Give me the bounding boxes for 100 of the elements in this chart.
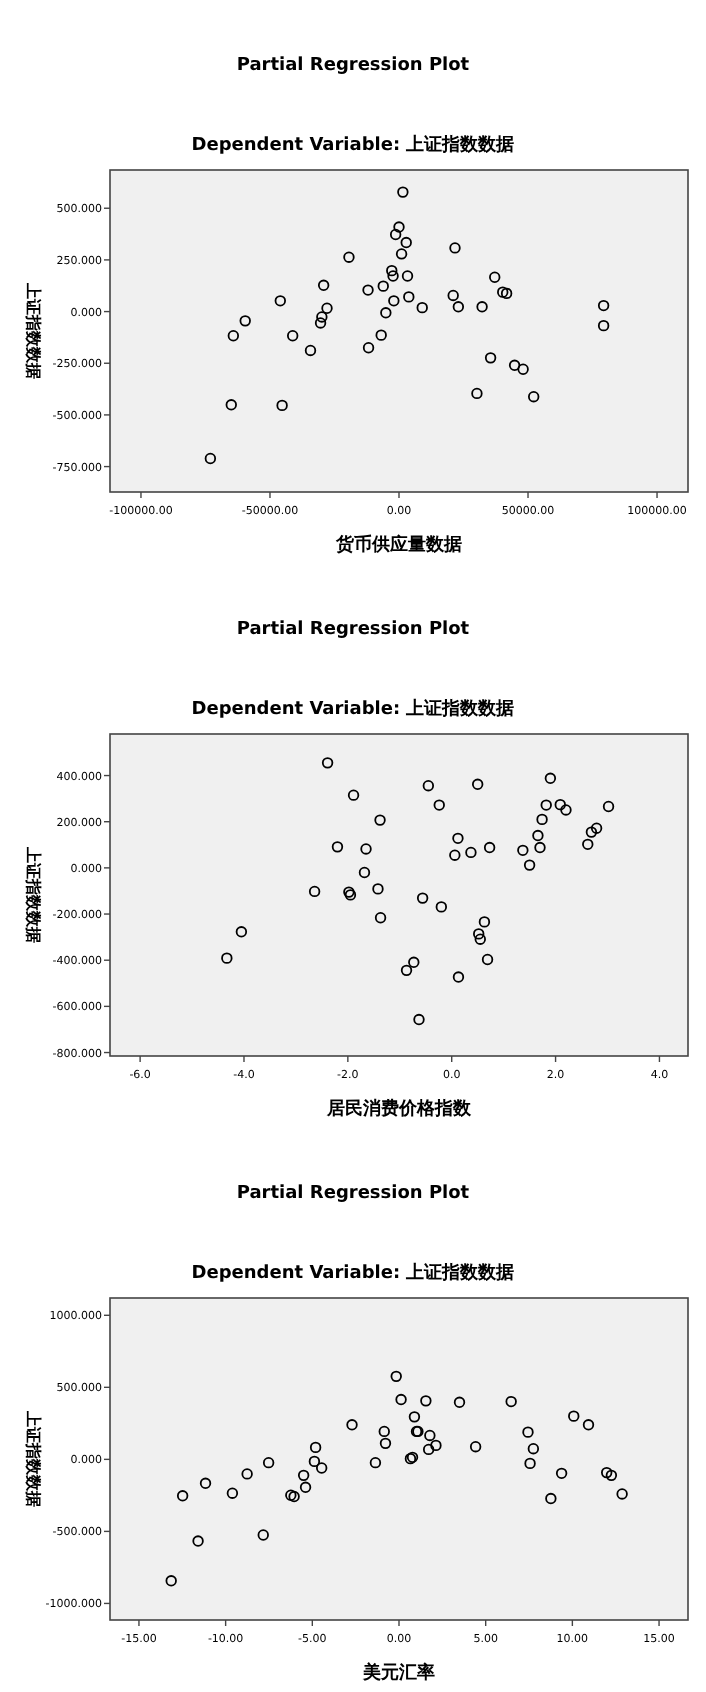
point bbox=[388, 295, 400, 307]
point bbox=[582, 1419, 595, 1431]
point bbox=[590, 822, 603, 834]
point bbox=[524, 1457, 536, 1470]
point bbox=[395, 248, 408, 260]
point bbox=[235, 926, 248, 938]
point bbox=[347, 789, 360, 801]
point bbox=[536, 813, 548, 826]
chart-title: Partial Regression Plot bbox=[236, 1184, 471, 1204]
point bbox=[362, 342, 375, 354]
point bbox=[165, 1575, 177, 1587]
point bbox=[369, 1456, 382, 1469]
point bbox=[372, 883, 384, 895]
point bbox=[545, 1492, 557, 1505]
point bbox=[449, 242, 461, 254]
point bbox=[497, 286, 509, 298]
point bbox=[476, 301, 488, 313]
point bbox=[517, 844, 529, 857]
point bbox=[449, 849, 461, 861]
point bbox=[297, 1469, 310, 1482]
point bbox=[532, 829, 544, 842]
point bbox=[435, 901, 448, 913]
point bbox=[452, 301, 465, 313]
point bbox=[315, 1462, 328, 1474]
point bbox=[408, 1411, 421, 1423]
point bbox=[522, 1426, 534, 1438]
point bbox=[597, 319, 610, 332]
point bbox=[331, 841, 344, 853]
point bbox=[378, 1425, 390, 1438]
point bbox=[422, 1443, 435, 1456]
point bbox=[416, 301, 428, 314]
point bbox=[227, 330, 240, 342]
point bbox=[469, 1440, 482, 1453]
point bbox=[582, 838, 594, 851]
point bbox=[508, 359, 521, 372]
point bbox=[262, 1456, 275, 1469]
point bbox=[225, 399, 237, 411]
point bbox=[602, 800, 615, 813]
point bbox=[481, 953, 494, 966]
point bbox=[422, 780, 435, 792]
point bbox=[389, 228, 402, 241]
point bbox=[358, 866, 371, 879]
point bbox=[314, 317, 327, 329]
point bbox=[397, 186, 409, 198]
point bbox=[568, 1410, 580, 1422]
point bbox=[483, 841, 496, 854]
chart-title: Partial Regression Plot bbox=[236, 620, 471, 640]
point bbox=[176, 1490, 189, 1502]
point bbox=[204, 452, 217, 465]
point bbox=[471, 778, 484, 791]
point bbox=[276, 399, 288, 412]
point bbox=[379, 1437, 392, 1450]
chart-subtitle: Dependent Variable: 上证指数数据 bbox=[191, 1262, 515, 1284]
point bbox=[386, 264, 398, 277]
point bbox=[447, 289, 459, 302]
point bbox=[192, 1535, 204, 1547]
point bbox=[473, 928, 485, 940]
point bbox=[343, 251, 355, 263]
point bbox=[452, 971, 465, 983]
point bbox=[616, 1488, 628, 1500]
point bbox=[377, 280, 389, 292]
point bbox=[286, 330, 299, 342]
point bbox=[403, 291, 415, 303]
point bbox=[395, 1393, 407, 1406]
y-axis-title: 上证指数数据 bbox=[24, 845, 42, 943]
point bbox=[360, 843, 372, 855]
point bbox=[471, 387, 483, 400]
point bbox=[474, 933, 486, 945]
point bbox=[393, 221, 405, 233]
point bbox=[500, 287, 513, 300]
point bbox=[221, 952, 233, 964]
point bbox=[534, 841, 546, 854]
point bbox=[239, 315, 251, 327]
point bbox=[555, 1467, 568, 1480]
point bbox=[523, 859, 536, 871]
point bbox=[430, 1439, 442, 1452]
point bbox=[257, 1529, 269, 1541]
y-axis-title: 上证指数数据 bbox=[24, 1409, 42, 1507]
x-axis-title: 美元汇率 bbox=[361, 1662, 435, 1684]
point bbox=[424, 1429, 436, 1442]
point bbox=[309, 1441, 322, 1454]
chart-title: Partial Regression Plot bbox=[236, 56, 471, 76]
point bbox=[274, 295, 286, 307]
point bbox=[420, 1395, 432, 1407]
point bbox=[505, 1395, 517, 1408]
point bbox=[605, 1469, 618, 1482]
point bbox=[527, 391, 540, 403]
x-axis-title: 居民消费价格指数 bbox=[325, 1098, 473, 1120]
chart-subtitle: Dependent Variable: 上证指数数据 bbox=[191, 698, 515, 720]
point bbox=[321, 757, 334, 769]
point bbox=[400, 236, 412, 249]
point bbox=[484, 352, 497, 364]
point bbox=[517, 363, 529, 375]
point bbox=[362, 284, 374, 296]
point bbox=[299, 1481, 312, 1494]
y-axis-title: 上证指数数据 bbox=[24, 281, 42, 379]
point bbox=[465, 846, 477, 859]
point bbox=[544, 772, 557, 785]
point bbox=[304, 344, 317, 357]
point bbox=[317, 279, 330, 292]
